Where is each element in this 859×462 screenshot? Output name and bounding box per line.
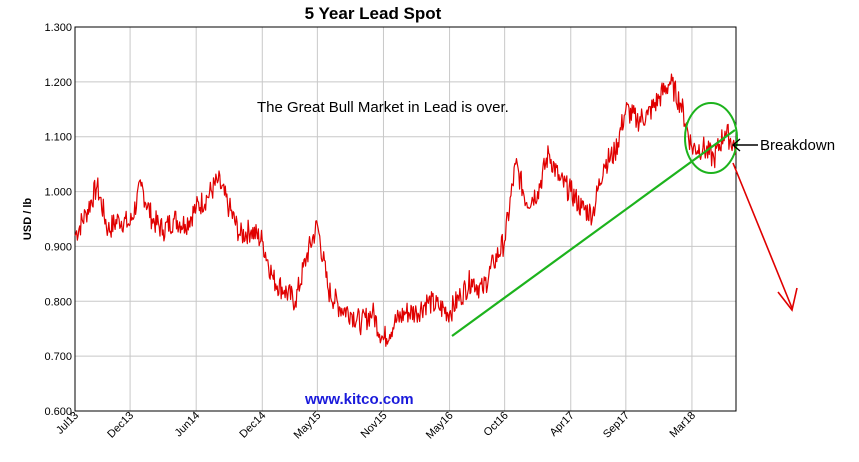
y-tick-label: 1.000: [44, 187, 72, 199]
trendline-annotation: [451, 129, 736, 337]
source-watermark: www.kitco.com: [304, 391, 414, 408]
breakdown-arrow-annotation: [732, 162, 793, 309]
headline-annotation: The Great Bull Market in Lead is over.: [257, 99, 509, 116]
series-line-lead-price: [74, 73, 737, 347]
callout-pointer-head: [731, 138, 741, 152]
y-tick-label: 0.700: [44, 351, 72, 363]
breakdown-label: Breakdown: [760, 137, 835, 154]
breakdown-circle-annotation: [684, 102, 738, 174]
y-tick-label: 0.600: [44, 406, 72, 418]
breakdown-arrowhead: [777, 287, 798, 312]
gridlines: [74, 26, 736, 412]
y-axis-ticks: 0.600 0.700 0.800 0.900 1.000 1.100 1.200 1.300: [44, 22, 72, 418]
y-tick-label: 0.900: [44, 241, 72, 253]
y-tick-label: 1.200: [44, 77, 72, 89]
plot-area-frame: [74, 26, 737, 412]
y-tick-label: 1.100: [44, 132, 72, 144]
chart-title: 5 Year Lead Spot: [305, 4, 442, 23]
y-axis-label: USD / lb: [22, 198, 34, 240]
y-tick-label: 0.800: [44, 296, 72, 308]
y-tick-label: 1.300: [44, 22, 72, 34]
